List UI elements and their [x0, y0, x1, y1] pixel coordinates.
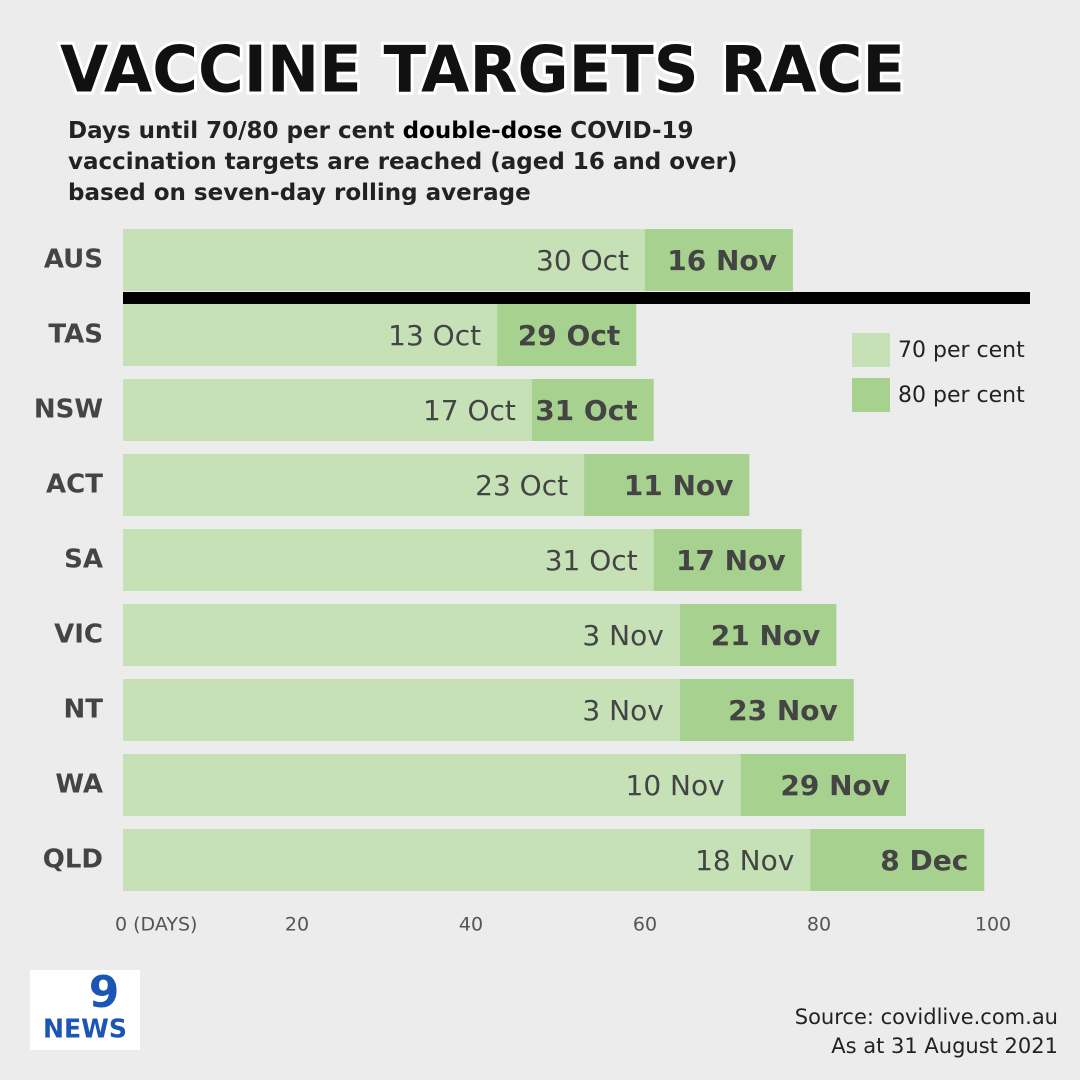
legend-swatch: [852, 333, 890, 367]
bar-segment: [810, 829, 985, 891]
logo: 9 NEWS: [30, 967, 140, 1050]
y-tick-label: QLD: [43, 845, 103, 875]
bar-segment: [123, 229, 645, 291]
y-tick-label: AUS: [44, 245, 103, 275]
value-label: 13 Oct: [388, 319, 481, 352]
bar-segment: [531, 379, 654, 441]
bar-segment: [584, 454, 750, 516]
subtitle-line: vaccination targets are reached (aged 16…: [68, 149, 738, 175]
value-label: 17 Oct: [423, 394, 516, 427]
y-tick-label: TAS: [48, 320, 103, 350]
value-label: 30 Oct: [536, 244, 629, 277]
bar-segment: [679, 604, 837, 666]
separator: [123, 292, 1030, 304]
bar-segment: [123, 379, 532, 441]
logo-mark: 9: [89, 967, 120, 1018]
y-tick-label: ACT: [46, 470, 103, 500]
x-tick-label: 100: [975, 914, 1011, 936]
subtitle-text: COVID-19: [570, 118, 694, 144]
bar-segment: [123, 529, 654, 591]
bar-segment: [653, 529, 802, 591]
bar-segment: [123, 679, 680, 741]
x-tick-label: 20: [285, 914, 309, 936]
subtitle-text: Days until 70/80 per cent: [68, 118, 395, 144]
chart-title: VACCINE TARGETS RACE: [60, 34, 905, 108]
value-label: 31 Oct: [535, 394, 638, 427]
subtitle-line: based on seven-day rolling average: [68, 180, 531, 206]
logo-text: NEWS: [43, 1015, 127, 1045]
value-label: 21 Nov: [711, 619, 821, 652]
bar-segment: [123, 454, 585, 516]
legend-swatch: [852, 378, 890, 412]
bar-segment: [497, 304, 637, 366]
x-tick-label: 60: [633, 914, 657, 936]
legend-label: 80 per cent: [898, 383, 1025, 408]
value-label: 3 Nov: [582, 619, 663, 652]
value-label: 23 Oct: [475, 469, 568, 502]
bar-segment: [740, 754, 906, 816]
y-tick-label: WA: [55, 770, 103, 800]
value-label: 29 Oct: [518, 319, 621, 352]
subtitle-emphasis: double-dose: [402, 118, 563, 144]
value-label: 16 Nov: [667, 244, 777, 277]
value-label: 17 Nov: [676, 544, 786, 577]
y-tick-label: NSW: [34, 395, 103, 425]
source: Source: covidlive.com.au: [795, 1005, 1058, 1029]
value-label: 8 Dec: [880, 844, 968, 877]
bar-segment: [123, 604, 680, 666]
value-label: 10 Nov: [626, 769, 725, 802]
bar-segment: [679, 679, 854, 741]
bar-segment: [123, 829, 811, 891]
y-tick-label: SA: [64, 545, 103, 575]
value-label: 31 Oct: [545, 544, 638, 577]
value-label: 23 Nov: [728, 694, 838, 727]
bar-segment: [645, 229, 793, 291]
subtitle: Days until 70/80 per cent double-dose CO…: [68, 116, 737, 209]
y-tick-label: VIC: [54, 620, 103, 650]
bar-segment: [123, 304, 498, 366]
x-tick-label: 80: [807, 914, 831, 936]
y-tick-label: NT: [64, 695, 104, 725]
value-label: 29 Nov: [780, 769, 890, 802]
value-label: 18 Nov: [695, 844, 794, 877]
x-tick-label: 40: [459, 914, 483, 936]
legend-label: 70 per cent: [898, 338, 1025, 363]
subtitle-line: Days until 70/80 per cent double-dose CO…: [68, 116, 737, 147]
logo-background: [30, 970, 140, 1050]
date-note: As at 31 August 2021: [831, 1034, 1058, 1058]
x-tick-label: 0 (DAYS): [115, 914, 197, 936]
value-label: 11 Nov: [624, 469, 734, 502]
bar-segment: [123, 754, 741, 816]
value-label: 3 Nov: [582, 694, 663, 727]
